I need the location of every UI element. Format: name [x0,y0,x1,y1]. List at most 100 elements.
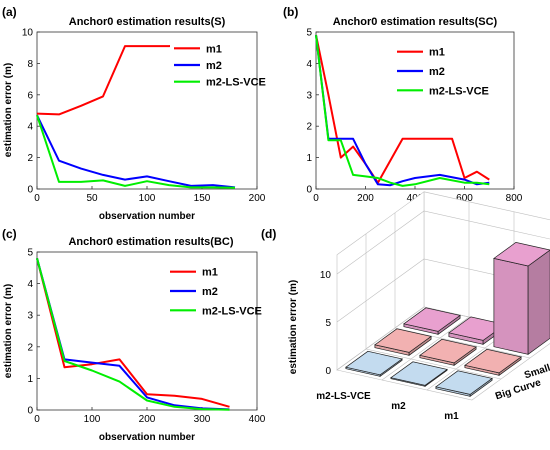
y-tick-label: 8 [27,59,33,70]
panel-c-ylabel: estimation error (m) [3,284,14,378]
bar-front-face [493,257,529,355]
bar-top-face [374,328,432,353]
scenario-label: Big Curve [494,377,543,402]
panel-c-lines [36,258,230,411]
bar-top-face [390,361,448,386]
x-tick-label: 100 [139,193,156,204]
panel-a-ylabel: estimation error (m) [3,63,14,157]
y-tick-label: 2 [27,342,33,353]
legend-label-m1: m1 [429,47,445,59]
bar-big-curve-2 [435,370,493,397]
panel-b-line-chart: (b) Anchor0 estimation results(SC) 0 200 4… [283,5,523,204]
legend-label-m2-LS-VCE: m2-LS-VCE [429,85,489,97]
panel-b-legend: m1 m2 m2-LS-VCE [393,42,507,100]
floor-gridline [365,348,502,380]
series-line-m2 [315,34,490,187]
x-tick-label: 0 [313,193,319,204]
method-label: m2 [391,401,406,412]
x-tick-label: 0 [34,193,40,204]
y-tick-label: 4 [306,59,312,70]
bar-small-curve-2 [464,348,522,376]
legend-label-m2: m2 [206,60,222,72]
method-label: m2-LS-VCE [316,391,371,402]
legend-label-m2-LS-VCE: m2-LS-VCE [202,305,262,317]
panel-c-letter: (c) [2,227,17,241]
panel-b-title: Anchor0 estimation results(SC) [333,16,498,28]
method-label: m1 [444,411,459,422]
legend-label-m2: m2 [429,66,445,78]
panel-b-lines [315,34,490,187]
series-line-m2-LS-VCE [36,258,230,411]
y-tick-label: 0 [27,185,33,196]
series-line-m2-LS-VCE [315,34,490,187]
panel-a-title: Anchor0 estimation results(S) [69,16,226,28]
panel-d-letter: (d) [261,227,276,241]
panel-d-zlabel: estimation error (m) [288,280,299,374]
legend-label-m1: m1 [202,267,218,279]
y-tick-label: 0 [306,185,312,196]
series-line-m2 [36,114,236,189]
bar-top-face [345,350,403,376]
bar-top-face [493,242,550,267]
series-line-m1 [315,34,490,184]
x-tick-label: 0 [34,414,40,425]
legend-label-m2-LS-VCE: m2-LS-VCE [206,77,266,89]
bar-small-curve-0 [374,328,432,356]
x-tick-label: 300 [194,414,211,425]
panel-a-legend: m1 m2 m2-LS-VCE [170,40,266,90]
y-tick-label: 1 [27,374,33,385]
panel-c-title: Anchor0 estimation results(BC) [68,236,233,248]
z-tick-label: 0 [325,366,331,377]
panel-b-letter: (b) [283,5,298,19]
bar-top-face [403,307,461,332]
bar-side-face [527,249,550,355]
x-tick-label: 150 [194,193,211,204]
bar-straight-2 [493,242,550,355]
x-tick-label: 100 [84,414,101,425]
panel-c-xlabel: observation number [99,432,195,443]
panel-c-ticks: 0 100 200 300 400 0 1 2 3 4 5 [27,248,265,426]
panel-d-bar3d-chart: (d) estimation error (m) 0 5 10 m2-LS-VCE m2… [261,191,550,422]
y-tick-label: 3 [306,90,312,101]
x-tick-label: 200 [249,193,266,204]
y-tick-label: 4 [27,279,33,290]
y-tick-label: 0 [27,406,33,417]
bar-big-curve-0 [345,350,403,377]
floor-gridline [381,316,470,381]
x-tick-label: 200 [357,193,374,204]
panel-c-legend: m1 m2 m2-LS-VCE [166,262,262,320]
x-tick-label: 400 [249,414,266,425]
bar-top-face [464,348,522,374]
legend-label-m1: m1 [206,43,222,55]
y-tick-label: 2 [306,122,312,133]
series-line-m2-LS-VCE [36,114,236,189]
floor-gridline [394,327,531,359]
z-tick-label: 5 [325,318,331,329]
y-tick-label: 5 [27,248,33,259]
y-tick-label: 10 [22,28,34,39]
legend-label-m2: m2 [202,286,218,298]
panel-a-letter: (a) [2,5,17,19]
bar-straight-0 [403,307,461,335]
bar-straight-1 [448,316,506,345]
y-tick-label: 3 [27,311,33,322]
x-tick-label: 200 [139,414,156,425]
bar-big-curve-1 [390,361,448,387]
panel-c-line-chart: (c) Anchor0 estimation results(BC) 0 100 2… [2,227,266,443]
y-tick-label: 1 [306,153,312,164]
y-tick-label: 5 [306,28,312,39]
y-tick-label: 4 [27,122,33,133]
x-tick-label: 800 [506,193,523,204]
x-tick-label: 600 [456,193,473,204]
panel-a-xlabel: observation number [99,211,195,222]
y-tick-label: 6 [27,90,33,101]
panel-d-bars [345,242,550,397]
bar-top-face [435,370,493,395]
panel-a-ticks: 0 50 100 150 200 0 2 4 6 8 10 [22,28,266,205]
x-tick-label: 50 [86,193,98,204]
z-tick-label: 10 [320,270,332,281]
bar-small-curve-1 [419,338,477,366]
series-line-m1 [36,258,230,408]
panel-a-line-chart: (a) Anchor0 estimation results(S) 0 50 100… [2,5,266,222]
